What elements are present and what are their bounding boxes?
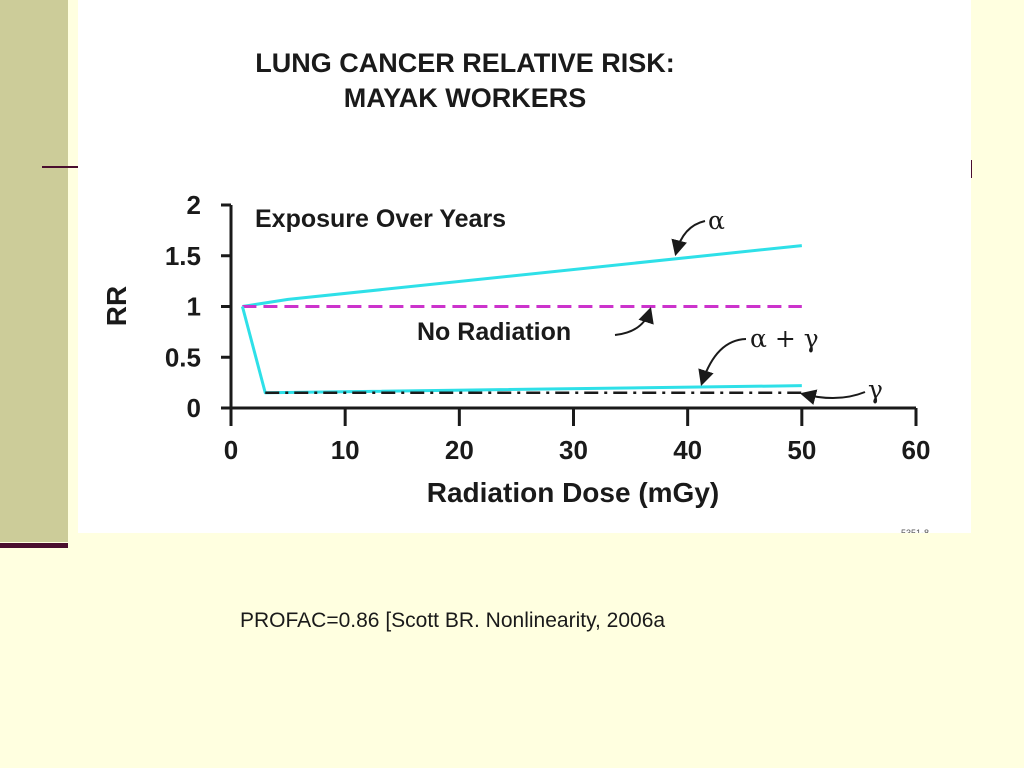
y-tick-label: 1	[187, 292, 201, 322]
x-tick-label: 60	[902, 435, 931, 465]
gamma-arrow	[799, 389, 866, 405]
x-ticks: 0 10 20 30 40 50 60	[224, 408, 931, 465]
y-ticks: 0 0.5 1 1.5 2	[165, 190, 231, 423]
title-rule-right	[970, 160, 972, 178]
series-layer	[240, 244, 802, 395]
x-axis-label: Radiation Dose (mGy)	[427, 477, 719, 508]
left-accent-bar	[0, 0, 68, 542]
alpha-label: α	[708, 206, 725, 235]
x-tick-label: 0	[224, 435, 238, 465]
left-accent-underline	[0, 543, 68, 548]
no-radiation-arrow	[614, 306, 654, 336]
chart-svg: LUNG CANCER RELATIVE RISK: MAYAK WORKERS…	[101, 48, 931, 533]
alpha-gamma-arrow	[698, 338, 747, 387]
gamma-label: γ	[868, 375, 883, 404]
figure-code: 5351-8	[901, 528, 929, 533]
alpha-series-line	[242, 244, 802, 308]
alpha-gamma-label: α + γ	[750, 324, 819, 353]
y-tick-label: 1.5	[165, 241, 201, 271]
chart-title-line-1: LUNG CANCER RELATIVE RISK:	[255, 48, 675, 78]
x-tick-label: 10	[331, 435, 360, 465]
y-tick-label: 2	[187, 190, 201, 220]
chart-title-line-2: MAYAK WORKERS	[344, 83, 587, 113]
x-tick-label: 30	[559, 435, 588, 465]
x-tick-label: 20	[445, 435, 474, 465]
no-radiation-label: No Radiation	[417, 318, 571, 346]
x-tick-label: 50	[787, 435, 816, 465]
title-rule-left	[42, 166, 78, 168]
caption-text: PROFAC=0.86 [Scott BR. Nonlinearity, 200…	[240, 609, 666, 632]
chart-image: LUNG CANCER RELATIVE RISK: MAYAK WORKERS…	[78, 0, 971, 533]
y-tick-label: 0.5	[165, 342, 201, 372]
y-tick-label: 0	[187, 393, 201, 423]
y-axis-label: RR	[101, 286, 132, 326]
inset-text: Exposure Over Years	[255, 205, 506, 233]
alpha-arrow	[671, 220, 706, 257]
x-tick-label: 40	[673, 435, 702, 465]
